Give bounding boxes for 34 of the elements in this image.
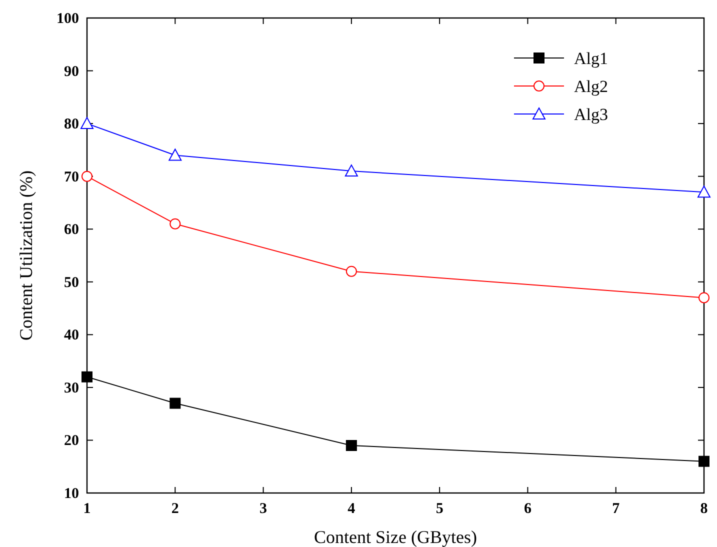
point (344, 164, 358, 177)
y-tick-label: 40 (64, 328, 79, 344)
x-tick-label: 3 (260, 501, 268, 517)
legend-label: Alg2 (574, 77, 608, 96)
y-tick-label: 70 (64, 169, 79, 186)
legend-label: Alg1 (574, 49, 608, 68)
point (346, 266, 357, 277)
point (698, 186, 710, 198)
x-tick-label: 1 (83, 501, 91, 517)
x-tick-label: 7 (612, 501, 620, 517)
y-tick-label: 90 (64, 64, 79, 80)
point (698, 456, 710, 467)
point (170, 398, 181, 409)
point (170, 218, 181, 230)
point (346, 440, 357, 451)
point (82, 371, 92, 382)
x-axis-title: Content Size (GBytes) (314, 527, 477, 547)
x-tick-label: 5 (436, 501, 444, 517)
legend-label: Alg3 (574, 105, 608, 124)
y-tick-label: 80 (64, 116, 79, 133)
y-tick-label: 50 (64, 274, 79, 291)
x-tick-label: 2 (171, 501, 179, 517)
y-tick-label: 60 (64, 222, 79, 238)
point (698, 292, 710, 304)
y-tick-label: 100 (56, 11, 79, 27)
x-tick-label: 8 (700, 501, 708, 517)
y-tick-label: 10 (64, 486, 79, 502)
point (168, 148, 182, 161)
y-tick-label: 20 (64, 433, 79, 450)
x-tick-label: 4 (348, 501, 356, 517)
x-tick-label: 6 (524, 501, 532, 517)
y-tick-label: 30 (64, 380, 79, 396)
point (82, 170, 92, 182)
y-axis-title: Content Utilization (%) (16, 170, 36, 340)
